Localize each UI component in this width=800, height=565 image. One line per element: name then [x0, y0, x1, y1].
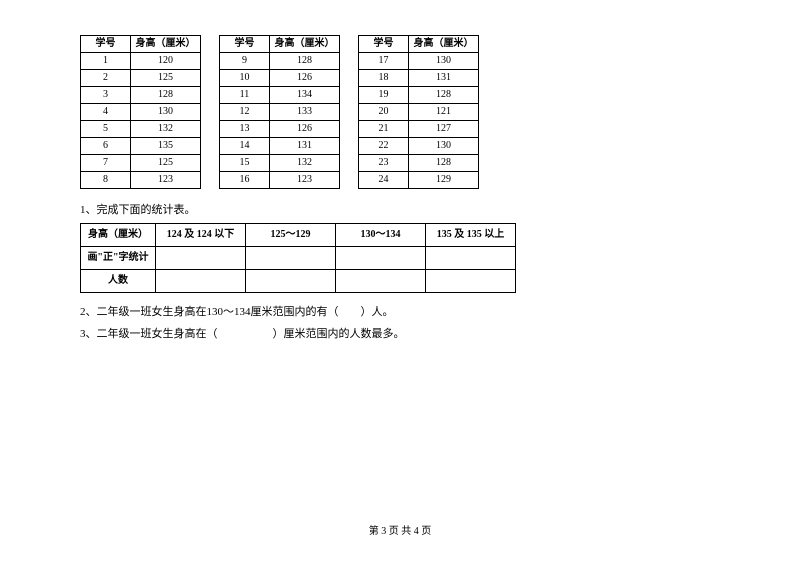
stats-row2-label: 画"正"字统计: [81, 247, 156, 270]
stats-table: 身高（厘米） 124 及 124 以下 125～129 130～134 135 …: [80, 223, 516, 293]
question-2: 2、二年级一班女生身高在130～134厘米范围内的有（ ）人。: [80, 303, 720, 319]
data-table-2: 学号 身高（厘米） 9128 10126 11134 12133 13126 1…: [219, 35, 340, 189]
header-height: 身高（厘米）: [131, 36, 201, 53]
stats-empty: [336, 247, 426, 270]
header-id: 学号: [220, 36, 270, 53]
data-tables-row: 学号 身高（厘米） 1120 2125 3128 4130 5132 6135 …: [80, 35, 720, 189]
cell-height: 134: [270, 87, 340, 104]
cell-id: 14: [220, 138, 270, 155]
header-height: 身高（厘米）: [409, 36, 479, 53]
stats-empty: [156, 270, 246, 293]
cell-id: 5: [81, 121, 131, 138]
cell-id: 1: [81, 53, 131, 70]
cell-height: 121: [409, 104, 479, 121]
cell-height: 129: [409, 172, 479, 189]
stats-row1-label: 身高（厘米）: [81, 224, 156, 247]
stats-range-4: 135 及 135 以上: [426, 224, 516, 247]
cell-id: 2: [81, 70, 131, 87]
cell-height: 128: [409, 87, 479, 104]
cell-id: 16: [220, 172, 270, 189]
cell-height: 132: [131, 121, 201, 138]
cell-height: 123: [270, 172, 340, 189]
page-footer: 第 3 页 共 4 页: [0, 522, 800, 537]
cell-height: 125: [131, 155, 201, 172]
header-id: 学号: [81, 36, 131, 53]
cell-height: 130: [409, 53, 479, 70]
cell-height: 120: [131, 53, 201, 70]
stats-empty: [426, 247, 516, 270]
cell-id: 7: [81, 155, 131, 172]
cell-height: 128: [270, 53, 340, 70]
cell-id: 9: [220, 53, 270, 70]
cell-id: 24: [359, 172, 409, 189]
cell-id: 21: [359, 121, 409, 138]
cell-height: 135: [131, 138, 201, 155]
cell-id: 17: [359, 53, 409, 70]
stats-empty: [426, 270, 516, 293]
cell-height: 126: [270, 70, 340, 87]
cell-height: 128: [131, 87, 201, 104]
question-1: 1、完成下面的统计表。: [80, 201, 720, 217]
cell-height: 123: [131, 172, 201, 189]
stats-row3-label: 人数: [81, 270, 156, 293]
cell-id: 11: [220, 87, 270, 104]
cell-id: 15: [220, 155, 270, 172]
cell-id: 10: [220, 70, 270, 87]
cell-id: 18: [359, 70, 409, 87]
stats-range-3: 130～134: [336, 224, 426, 247]
cell-height: 128: [409, 155, 479, 172]
stats-range-2: 125～129: [246, 224, 336, 247]
stats-empty: [246, 247, 336, 270]
cell-id: 19: [359, 87, 409, 104]
data-table-1: 学号 身高（厘米） 1120 2125 3128 4130 5132 6135 …: [80, 35, 201, 189]
data-table-3: 学号 身高（厘米） 17130 18131 19128 20121 21127 …: [358, 35, 479, 189]
cell-height: 133: [270, 104, 340, 121]
cell-id: 12: [220, 104, 270, 121]
cell-height: 125: [131, 70, 201, 87]
cell-height: 132: [270, 155, 340, 172]
header-height: 身高（厘米）: [270, 36, 340, 53]
cell-id: 4: [81, 104, 131, 121]
cell-id: 20: [359, 104, 409, 121]
question-3: 3、二年级一班女生身高在（ ）厘米范围内的人数最多。: [80, 325, 720, 341]
cell-id: 8: [81, 172, 131, 189]
stats-range-1: 124 及 124 以下: [156, 224, 246, 247]
cell-height: 127: [409, 121, 479, 138]
cell-id: 6: [81, 138, 131, 155]
cell-id: 22: [359, 138, 409, 155]
header-id: 学号: [359, 36, 409, 53]
cell-id: 13: [220, 121, 270, 138]
stats-empty: [246, 270, 336, 293]
stats-empty: [336, 270, 426, 293]
cell-id: 3: [81, 87, 131, 104]
cell-height: 130: [409, 138, 479, 155]
cell-height: 130: [131, 104, 201, 121]
cell-height: 131: [270, 138, 340, 155]
stats-empty: [156, 247, 246, 270]
cell-height: 131: [409, 70, 479, 87]
cell-id: 23: [359, 155, 409, 172]
cell-height: 126: [270, 121, 340, 138]
